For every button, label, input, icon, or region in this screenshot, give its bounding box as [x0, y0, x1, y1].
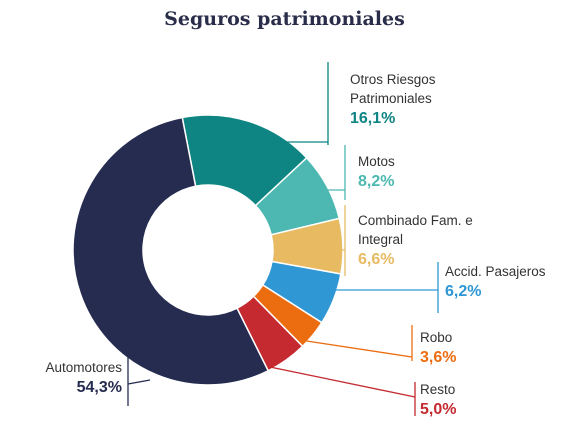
category-label: Motos: [358, 154, 395, 169]
donut-slice: [72, 116, 270, 386]
slice-label: Resto 5,0%: [420, 380, 540, 420]
category-label: Otros Riesgos Patrimoniales: [350, 72, 436, 106]
slice-label: Motos 8,2%: [358, 152, 508, 192]
slice-label: Accid. Pasajeros 6,2%: [445, 262, 569, 302]
value-label: 8,2%: [358, 173, 395, 190]
value-label: 5,0%: [420, 401, 457, 418]
slice-label: Robo 3,6%: [420, 328, 540, 368]
donut-slice: [181, 114, 308, 207]
value-label: 54,3%: [76, 379, 122, 396]
value-label: 6,2%: [445, 283, 482, 300]
category-label: Accid. Pasajeros: [445, 264, 546, 279]
leader-line: [127, 379, 151, 385]
value-label: 16,1%: [350, 110, 396, 127]
category-label: Resto: [420, 382, 456, 397]
value-label: 3,6%: [420, 349, 457, 366]
category-label: Robo: [420, 330, 453, 345]
chart-title: Seguros patrimoniales: [164, 8, 405, 30]
slice-label: Otros Riesgos Patrimoniales 16,1%: [350, 70, 470, 129]
slice-label: Automotores 54,3%: [0, 358, 122, 398]
slice-label: Combinado Fam. e Integral 6,6%: [358, 211, 490, 270]
value-label: 6,6%: [358, 251, 395, 268]
category-label: Combinado Fam. e Integral: [358, 213, 473, 247]
leader-line: [269, 366, 416, 398]
category-label: Automotores: [45, 360, 122, 375]
leader-line: [299, 339, 413, 358]
